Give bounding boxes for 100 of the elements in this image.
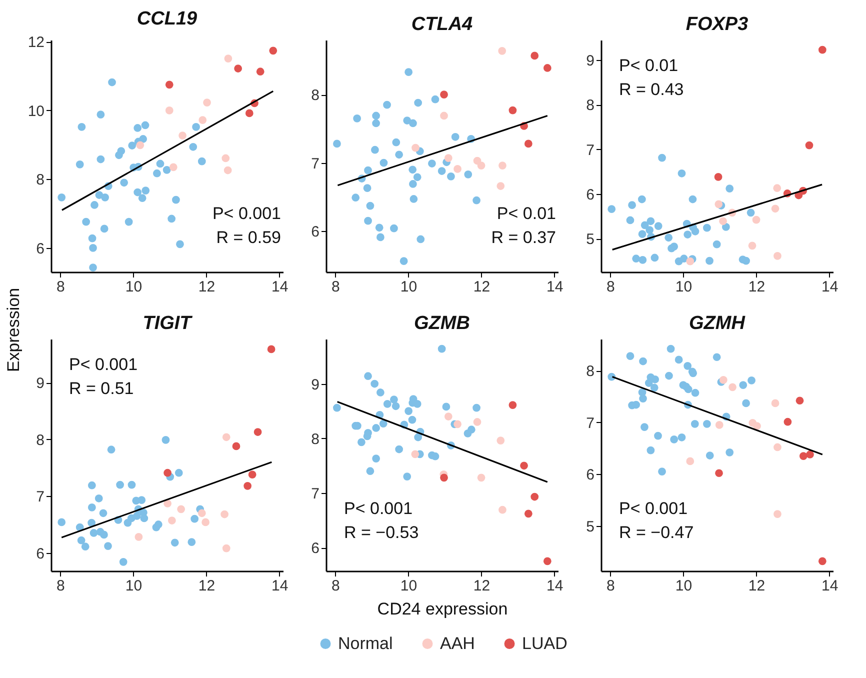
point bbox=[752, 216, 760, 224]
point bbox=[428, 160, 436, 168]
point bbox=[467, 426, 476, 434]
point bbox=[646, 226, 654, 234]
y-tick-label: 6 bbox=[586, 186, 594, 204]
x-tick-label: 12 bbox=[473, 278, 490, 296]
point bbox=[256, 68, 264, 76]
point bbox=[198, 509, 206, 518]
x-tick-label: 8 bbox=[331, 278, 340, 296]
annotation: P< 0.01 bbox=[619, 56, 678, 75]
point bbox=[390, 396, 398, 404]
point bbox=[413, 173, 422, 182]
point bbox=[333, 404, 341, 412]
point bbox=[670, 242, 678, 250]
point bbox=[665, 372, 673, 380]
point bbox=[116, 480, 124, 489]
x-tick-label: 8 bbox=[606, 278, 615, 296]
point bbox=[267, 345, 276, 354]
point bbox=[719, 217, 727, 226]
point bbox=[416, 235, 425, 244]
point bbox=[400, 257, 408, 266]
x-tick-label: 14 bbox=[546, 278, 564, 296]
point bbox=[408, 416, 416, 424]
point bbox=[678, 169, 686, 178]
point bbox=[383, 100, 391, 109]
x-tick-label: 14 bbox=[272, 578, 288, 594]
chart-title: GZMH bbox=[689, 313, 746, 334]
point bbox=[90, 529, 98, 537]
point bbox=[818, 46, 826, 54]
point bbox=[120, 178, 128, 187]
point bbox=[156, 160, 164, 168]
point bbox=[375, 224, 384, 232]
point bbox=[383, 400, 392, 408]
y-axis-title: Expression bbox=[4, 288, 24, 372]
x-tick-label: 8 bbox=[606, 578, 615, 594]
point bbox=[774, 443, 782, 452]
point bbox=[403, 116, 412, 124]
point bbox=[81, 542, 90, 551]
point bbox=[703, 420, 711, 428]
point bbox=[198, 157, 206, 166]
point bbox=[107, 446, 116, 454]
annotation: R = −0.53 bbox=[344, 523, 419, 542]
chart-title: TIGIT bbox=[142, 313, 193, 334]
annotation: R = −0.47 bbox=[619, 523, 694, 542]
point bbox=[444, 412, 452, 420]
point bbox=[352, 194, 360, 202]
point bbox=[543, 557, 552, 566]
annotation: R = 0.43 bbox=[619, 80, 684, 99]
point bbox=[722, 223, 730, 231]
point bbox=[728, 383, 736, 392]
y-tick-label: 7 bbox=[311, 155, 320, 172]
point bbox=[108, 78, 116, 86]
x-tick-label: 12 bbox=[748, 278, 766, 296]
point bbox=[714, 200, 723, 208]
point bbox=[454, 420, 462, 428]
point bbox=[222, 544, 230, 552]
annotation: P< 0.001 bbox=[69, 355, 138, 374]
point bbox=[174, 468, 183, 477]
point bbox=[371, 146, 379, 154]
point bbox=[774, 510, 782, 518]
point bbox=[142, 186, 150, 194]
x-tick-label: 8 bbox=[331, 578, 340, 594]
point bbox=[165, 80, 174, 89]
point bbox=[409, 119, 417, 128]
legend-label: Normal bbox=[338, 634, 393, 653]
point bbox=[128, 480, 136, 489]
point bbox=[706, 452, 714, 460]
point bbox=[646, 446, 655, 454]
point bbox=[153, 169, 161, 178]
x-tick-label: 12 bbox=[198, 578, 216, 594]
y-tick-label: 8 bbox=[586, 363, 594, 380]
point bbox=[666, 344, 675, 353]
x-tick-label: 14 bbox=[546, 578, 564, 594]
point bbox=[136, 141, 144, 150]
point bbox=[232, 442, 240, 450]
point bbox=[658, 154, 666, 162]
y-tick-label: 8 bbox=[311, 87, 320, 104]
point bbox=[141, 121, 150, 130]
point bbox=[100, 530, 108, 539]
point bbox=[124, 218, 133, 226]
point bbox=[190, 514, 199, 523]
x-tick-label: 12 bbox=[473, 578, 490, 594]
point bbox=[202, 518, 210, 526]
point bbox=[650, 254, 659, 262]
point bbox=[712, 240, 721, 248]
point bbox=[376, 388, 384, 396]
point bbox=[88, 234, 96, 242]
point bbox=[691, 388, 700, 397]
y-tick-label: 8 bbox=[36, 432, 44, 449]
point bbox=[88, 518, 96, 527]
y-tick-label: 6 bbox=[311, 540, 320, 558]
point bbox=[771, 204, 780, 213]
y-tick-label: 8 bbox=[36, 172, 44, 189]
point bbox=[162, 436, 170, 444]
point bbox=[409, 180, 417, 188]
point bbox=[372, 424, 380, 432]
point bbox=[366, 202, 374, 210]
point bbox=[220, 510, 228, 518]
annotation: P< 0.001 bbox=[344, 499, 413, 518]
point bbox=[440, 112, 448, 120]
